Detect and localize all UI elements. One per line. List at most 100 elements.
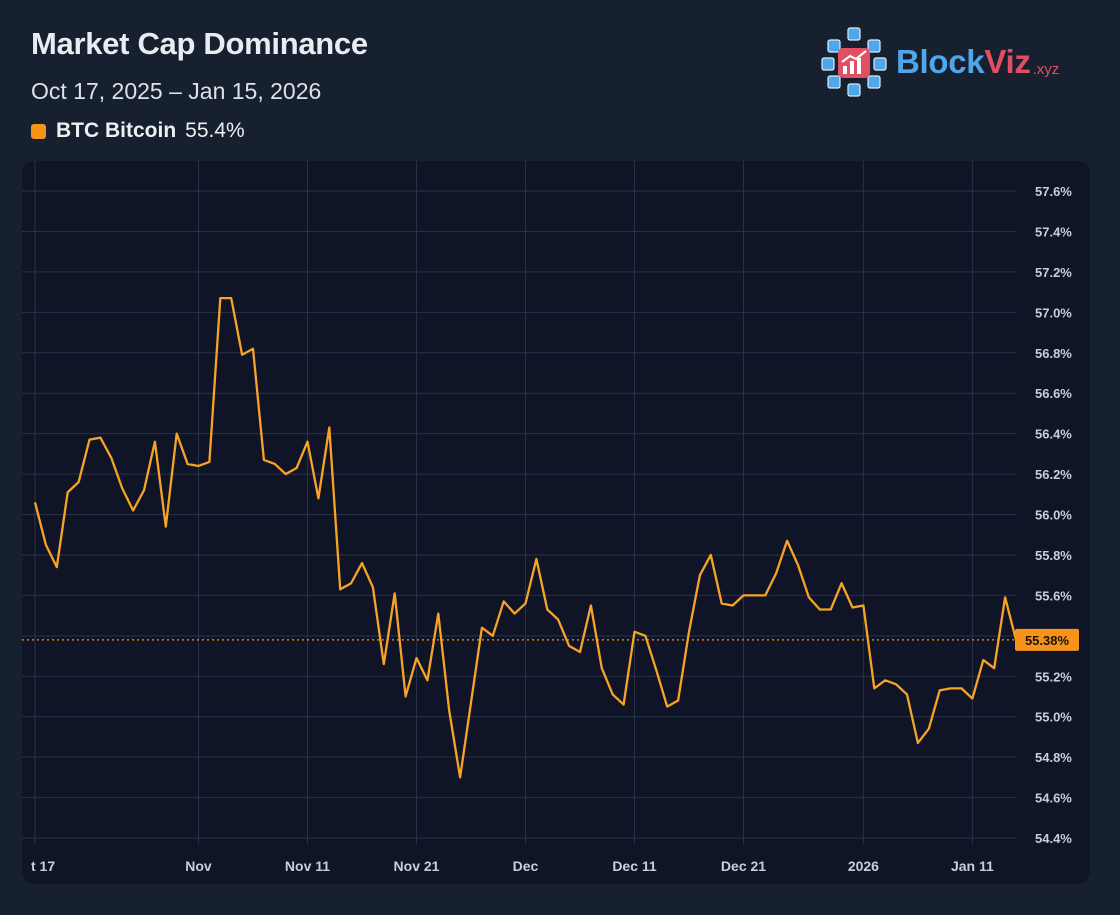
data-point	[698, 573, 702, 577]
x-tick-label: t 17	[31, 858, 55, 874]
x-tick-label: Dec 21	[721, 858, 766, 874]
y-tick-label: 57.2%	[1035, 265, 1072, 280]
logo-cubes-icon	[821, 27, 887, 97]
data-point	[404, 694, 408, 698]
y-tick-label: 56.8%	[1035, 346, 1072, 361]
y-tick-label: 57.4%	[1035, 224, 1072, 239]
data-point	[327, 426, 331, 430]
data-point	[55, 565, 59, 569]
data-point	[676, 699, 680, 703]
y-tick-label: 55.2%	[1035, 669, 1072, 684]
page-title: Market Cap Dominance	[31, 26, 368, 61]
data-point	[916, 741, 920, 745]
y-tick-label: 54.4%	[1035, 831, 1072, 846]
data-point	[229, 296, 233, 300]
data-point	[513, 612, 517, 616]
data-point	[785, 539, 789, 543]
data-point	[742, 593, 746, 597]
x-tick-label: Nov	[185, 858, 212, 874]
data-point	[360, 561, 364, 565]
data-point	[502, 599, 506, 603]
legend-value: 55.4%	[185, 119, 245, 142]
current-value-badge-label: 55.38%	[1025, 633, 1070, 648]
data-point	[960, 686, 964, 690]
data-point	[687, 630, 691, 634]
data-point	[643, 634, 647, 638]
data-point	[207, 460, 211, 464]
x-tick-label: Dec	[513, 858, 539, 874]
y-tick-label: 56.0%	[1035, 508, 1072, 523]
y-tick-label: 56.6%	[1035, 386, 1072, 401]
chart-header: Market Cap Dominance Oct 17, 2025 – Jan …	[0, 0, 1120, 160]
data-point	[600, 666, 604, 670]
date-range: Oct 17, 2025 – Jan 15, 2026	[31, 78, 322, 104]
data-point	[981, 658, 985, 662]
data-point	[382, 662, 386, 666]
data-point	[720, 601, 724, 605]
data-point	[992, 666, 996, 670]
data-point	[142, 488, 146, 492]
data-point	[709, 553, 713, 557]
data-point	[273, 462, 277, 466]
logo-name-part1: Block	[896, 43, 985, 80]
blockviz-logo[interactable]: BlockViz .xyz	[820, 26, 1059, 98]
data-point	[66, 490, 70, 494]
data-point	[218, 296, 222, 300]
data-point	[611, 692, 615, 696]
line-chart[interactable]: 54.4%54.6%54.8%55.0%55.2%55.4%55.6%55.8%…	[22, 161, 1090, 884]
data-point	[851, 606, 855, 610]
legend[interactable]: BTC Bitcoin 55.4%	[31, 119, 245, 143]
x-tick-label: Jan 11	[951, 858, 994, 874]
data-point	[295, 466, 299, 470]
data-point	[829, 608, 833, 612]
logo-name-part2: Viz	[984, 43, 1031, 80]
data-point	[872, 686, 876, 690]
data-point	[306, 440, 310, 444]
data-point	[284, 472, 288, 476]
current-value-badge-bg	[1015, 628, 1079, 651]
data-point	[164, 525, 168, 529]
y-tick-label: 55.6%	[1035, 588, 1072, 603]
data-point	[469, 701, 473, 705]
data-point	[774, 571, 778, 575]
y-tick-label: 56.4%	[1035, 427, 1072, 442]
data-point	[545, 608, 549, 612]
data-point	[88, 438, 92, 442]
data-point	[654, 668, 658, 672]
logo-suffix: .xyz	[1032, 60, 1060, 78]
x-tick-label: Dec 11	[612, 858, 657, 874]
data-point	[567, 644, 571, 648]
data-point	[633, 630, 637, 634]
data-point	[120, 486, 124, 490]
data-point	[665, 705, 669, 709]
x-tick-label: Nov 21	[394, 858, 440, 874]
legend-swatch	[31, 123, 46, 139]
data-point	[153, 440, 157, 444]
data-point	[491, 634, 495, 638]
data-point	[818, 608, 822, 612]
logo-text: BlockViz	[896, 43, 1031, 81]
series-line-btc[interactable]	[33, 297, 1018, 779]
chart-panel[interactable]: 54.4%54.6%54.8%55.0%55.2%55.4%55.6%55.8%…	[22, 161, 1090, 884]
data-point	[131, 508, 135, 512]
y-axis: 54.4%54.6%54.8%55.0%55.2%55.4%55.6%55.8%…	[1035, 184, 1072, 846]
data-point	[447, 709, 451, 713]
data-point	[480, 626, 484, 630]
data-point	[894, 682, 898, 686]
legend-label: BTC Bitcoin	[56, 119, 177, 142]
x-tick-label: 2026	[848, 858, 879, 874]
data-point	[175, 432, 179, 436]
data-point	[251, 347, 255, 351]
data-point	[197, 464, 201, 468]
data-point	[458, 775, 462, 779]
data-point	[349, 581, 353, 585]
data-point	[927, 727, 931, 731]
data-point	[415, 656, 419, 660]
current-value-badge: 55.38%	[1015, 628, 1079, 651]
data-point	[970, 696, 974, 700]
data-point	[240, 353, 244, 357]
data-point	[33, 500, 37, 504]
y-tick-label: 54.6%	[1035, 791, 1072, 806]
data-point	[98, 436, 102, 440]
data-point	[371, 585, 375, 589]
